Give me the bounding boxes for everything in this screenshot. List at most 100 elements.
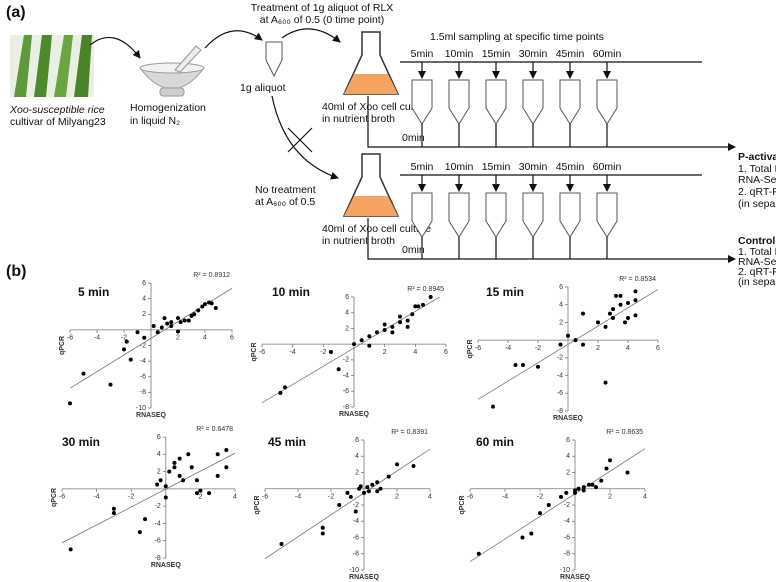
step-label: 1.5ml sampling at specific time points [430, 31, 604, 43]
step-label: in nutrient broth [322, 113, 395, 125]
data-point [581, 342, 585, 347]
y-axis-label: qPCR [254, 495, 261, 514]
y-tick-label: -6 [155, 538, 161, 545]
data-point [416, 304, 421, 309]
tube-icon [485, 192, 507, 238]
y-tick-label: -10 [136, 405, 146, 412]
r-squared: R² = 0.8912 [193, 272, 230, 279]
y-tick-label: -10 [560, 567, 570, 574]
step-label: Homogenization [130, 102, 206, 114]
data-point [633, 313, 638, 318]
data-point [137, 530, 142, 535]
data-point [213, 306, 218, 310]
data-point [375, 330, 379, 335]
data-point [596, 320, 600, 325]
y-tick-label: -6 [353, 534, 359, 541]
outcome-step: 1. Total RNA prep & [738, 246, 776, 258]
data-point [215, 452, 220, 457]
data-point [162, 316, 167, 321]
data-point [165, 321, 170, 326]
rice-label: cultivar of Milyang23 [10, 116, 106, 128]
outcome-title: P-activated [738, 151, 776, 163]
y-tick-label: 4 [345, 310, 349, 317]
tube-icon [411, 192, 433, 238]
data-point [135, 330, 140, 335]
data-point [163, 484, 168, 489]
x-tick-label: -2 [121, 335, 127, 342]
data-point [614, 293, 618, 298]
data-point [411, 464, 416, 468]
y-tick-label: -8 [564, 551, 570, 558]
time-label: 45min [556, 48, 585, 60]
data-point [108, 382, 113, 387]
data-point [599, 478, 604, 483]
data-point [111, 506, 116, 511]
x-tick-label: 2 [596, 345, 600, 352]
y-tick-label: -2 [353, 502, 359, 509]
x-tick-label: -6 [475, 345, 481, 352]
outcome-step: 1. Total RNA prep & [738, 163, 776, 175]
data-point [320, 525, 325, 530]
step-label: 40ml of Xoo cell culture [322, 101, 431, 113]
r-squared: R² = 0.8945 [407, 286, 444, 293]
y-tick-label: 4 [559, 302, 563, 309]
data-point [224, 447, 229, 452]
data-point [365, 485, 370, 490]
data-point [111, 511, 116, 516]
data-point [581, 311, 585, 316]
data-point [529, 531, 534, 536]
data-point [520, 535, 525, 540]
step-label: at A₆₀₀ of 0.5 [255, 196, 315, 208]
cross-mark [287, 127, 313, 153]
outcome-step: RNA-Seq [738, 174, 776, 186]
y-axis-label: qPCR [251, 342, 258, 361]
y-tick-label: -2 [557, 355, 563, 362]
x-tick-label: -4 [290, 349, 296, 356]
trend-line [265, 448, 430, 559]
data-point [159, 325, 164, 330]
data-point [618, 302, 623, 307]
outcome-title: Control [738, 235, 775, 247]
data-point [278, 390, 283, 395]
data-point [398, 320, 402, 325]
data-point [283, 385, 287, 390]
x-tick-label: 4 [203, 335, 207, 342]
x-tick-label: 4 [626, 345, 630, 352]
data-point [192, 312, 197, 317]
data-point [68, 547, 73, 552]
data-point [608, 311, 612, 316]
trend-line [470, 448, 645, 562]
data-point [566, 333, 570, 338]
x-axis-label: RNASEQ [349, 574, 380, 581]
data-point [476, 551, 481, 556]
x-tick-label: -2 [128, 494, 134, 501]
y-tick-label: -2 [155, 503, 161, 510]
data-point [348, 494, 353, 499]
data-point [413, 304, 418, 309]
data-point [564, 490, 569, 495]
time-label: 60min [593, 161, 622, 173]
time-label: 60min [593, 48, 622, 60]
step-label: 40ml of Xoo cell culture [322, 223, 431, 235]
outcome-step: (in separate preps) [738, 276, 776, 288]
data-point [337, 503, 342, 507]
y-tick-label: 2 [355, 469, 359, 476]
tube-icon [596, 79, 618, 125]
flask-icon [342, 153, 400, 217]
x-axis-label: RNASEQ [339, 411, 370, 418]
tube-icon [522, 79, 544, 125]
data-point [618, 293, 623, 298]
tube-icon [559, 192, 581, 238]
data-point [367, 343, 372, 348]
outcome-step: 2. qRT-PCR [738, 266, 776, 278]
time-label: 30min [519, 48, 548, 60]
x-axis-label: RNASEQ [560, 574, 591, 581]
trend-line [62, 452, 235, 544]
scatter-chart: -6 -4 -2 2 4 6 -8 -6 -4 -2 2 4 6 15 min R² = 0.8534 RNA… [467, 276, 660, 422]
data-point [186, 452, 191, 457]
data-point [378, 486, 383, 491]
data-point [513, 362, 518, 367]
x-axis-label: RNASEQ [553, 415, 584, 422]
data-point [623, 320, 627, 325]
r-squared: R² = 0.8391 [391, 429, 428, 436]
